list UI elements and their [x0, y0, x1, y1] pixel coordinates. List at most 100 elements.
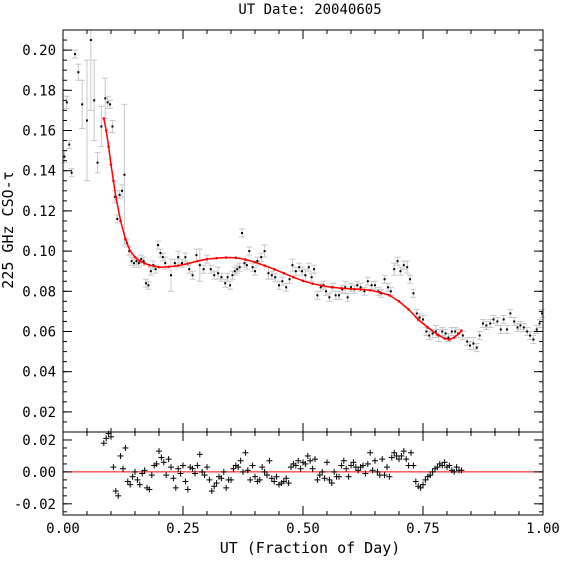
tau-point — [118, 193, 121, 196]
residual-point — [367, 449, 374, 456]
tau-point — [350, 286, 352, 289]
tau-point — [482, 322, 484, 325]
tau-point — [396, 260, 399, 263]
tau-point — [104, 97, 107, 100]
residual-point — [391, 449, 398, 456]
tau-point — [140, 258, 143, 261]
residual-point — [439, 462, 446, 469]
residual-point — [189, 465, 196, 472]
top-points — [63, 39, 544, 349]
residual-point — [384, 464, 390, 471]
tau-point — [346, 296, 349, 299]
top-y-ticks: 0.02 0.04 0.06 0.08 0.10 0.12 0.14 0.16 0.18 0.20 — [22, 29, 543, 433]
residual-point — [256, 476, 263, 483]
fit-node — [107, 145, 110, 148]
tau-point — [359, 286, 362, 289]
residual-point — [132, 468, 138, 475]
bottom-panel: -0.02 0.00 0.02 0.00 0.25 0.50 0.75 1.00 — [14, 430, 560, 537]
tau-point — [434, 330, 437, 333]
tau-point — [412, 292, 415, 295]
tau-point — [313, 268, 316, 271]
residual-point — [427, 472, 434, 479]
residual-point — [259, 464, 266, 471]
residual-point — [204, 464, 210, 471]
tau-point — [356, 284, 359, 287]
fit-node — [263, 264, 266, 267]
fit-node — [102, 117, 106, 120]
tau-point — [383, 278, 386, 281]
residual-point — [441, 459, 448, 466]
residual-point — [237, 457, 244, 464]
residual-point — [192, 470, 198, 477]
tau-point — [263, 250, 266, 253]
fit-node — [340, 286, 343, 290]
residual-point — [451, 468, 458, 475]
tau-point — [415, 312, 418, 315]
residual-point — [355, 467, 362, 474]
residual-point — [182, 478, 189, 485]
residual-point — [122, 444, 129, 451]
tau-point — [195, 254, 198, 257]
residual-point — [362, 470, 369, 477]
residual-point — [127, 481, 134, 488]
fit-node — [167, 265, 170, 269]
tau-point — [298, 266, 301, 269]
tau-point — [154, 268, 157, 271]
tau-point — [447, 336, 450, 339]
residual-point — [388, 454, 395, 461]
residual-point — [112, 488, 119, 495]
residual-point — [350, 459, 357, 466]
tau-point — [316, 294, 319, 297]
fit-node — [416, 318, 420, 321]
residual-point — [307, 457, 314, 464]
residual-point — [129, 473, 136, 480]
tau-point — [485, 324, 488, 327]
fit-node — [349, 287, 353, 291]
residual-point — [288, 464, 294, 471]
residual-point — [220, 468, 227, 475]
tau-point — [226, 276, 229, 279]
tau-point — [285, 286, 288, 289]
fit-node — [205, 257, 209, 261]
tau-point — [535, 328, 538, 331]
tau-point — [173, 262, 176, 265]
tau-point — [152, 264, 155, 267]
tau-point — [202, 268, 205, 271]
residual-point — [223, 484, 230, 491]
tau-point — [231, 274, 234, 277]
tau-point — [541, 312, 544, 315]
tau-point — [325, 290, 328, 293]
residual-point — [302, 460, 309, 467]
tau-point — [294, 270, 297, 273]
fit-node — [460, 329, 463, 332]
top-x-ticks — [62, 30, 544, 432]
tau-point — [409, 278, 412, 281]
residual-point — [134, 476, 141, 483]
fit-node — [138, 259, 142, 263]
residual-point — [170, 475, 177, 482]
residual-point — [103, 435, 110, 442]
residual-point — [160, 459, 167, 466]
tau-point — [170, 274, 172, 277]
residual-point — [321, 475, 328, 482]
tau-point — [406, 266, 409, 269]
fit-node — [282, 271, 286, 275]
residual-point — [379, 456, 386, 463]
tau-point — [111, 125, 114, 128]
residual-point — [309, 465, 316, 472]
fit-node — [152, 264, 156, 268]
residual-point — [156, 448, 162, 455]
residual-point — [252, 473, 258, 480]
residual-point — [285, 480, 292, 487]
residual-point — [175, 465, 182, 472]
x-tick-label: 0.50 — [286, 521, 320, 537]
tau-point — [106, 101, 109, 104]
residual-point — [249, 462, 256, 469]
tau-point — [341, 288, 344, 291]
tau-point — [181, 262, 184, 265]
fit-node — [301, 279, 305, 283]
tau-point — [164, 262, 167, 265]
tau-point — [519, 324, 522, 327]
y-tick-label: 0.08 — [22, 284, 56, 300]
top-errorbars — [61, 29, 546, 353]
